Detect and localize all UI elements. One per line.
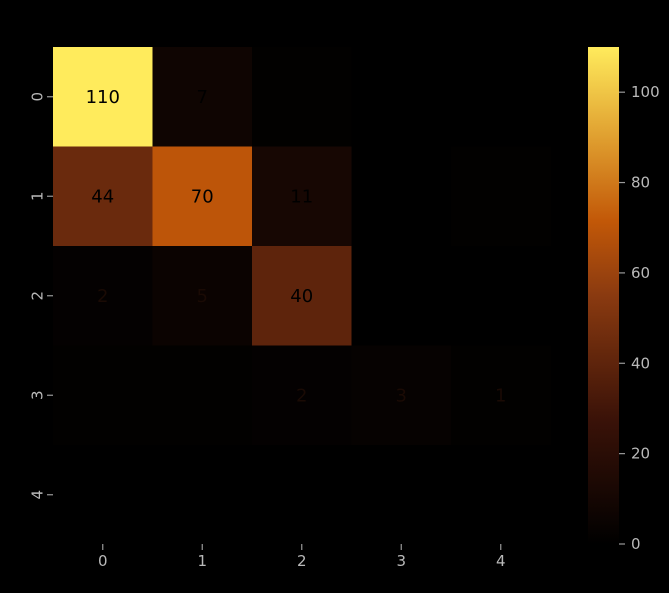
colorbar: [588, 47, 619, 544]
x-tick-label-2: 2: [297, 552, 307, 570]
cell-label-3-2: 2: [296, 385, 307, 406]
heatmap-cell-4-0: [53, 445, 153, 545]
heatmap-cell-0-0: [53, 47, 153, 147]
cell-label-2-2: 40: [290, 286, 313, 307]
cell-label-2-1: 5: [197, 286, 208, 307]
cell-label-1-0: 44: [91, 186, 114, 207]
y-tick-label-2: 2: [29, 291, 47, 301]
heatmap-cell-0-3: [351, 47, 452, 147]
y-tick-label-0: 0: [29, 92, 47, 102]
cell-label-3-4: 1: [495, 385, 506, 406]
heatmap-cell-3-0: [53, 345, 153, 446]
heatmap-cell-1-3: [351, 146, 452, 247]
colorbar-tick-label-1: 20: [631, 445, 650, 463]
heatmap-cell-1-2: [252, 146, 352, 247]
colorbar-tick-label-4: 80: [631, 174, 650, 192]
heatmap-cell-3-1: [152, 345, 253, 446]
colorbar-tick-label-0: 0: [631, 535, 641, 553]
y-axis: 0 1 2 3 4: [29, 92, 53, 500]
heatmap-cell-1-4: [451, 146, 551, 247]
cell-label-0-1: 7: [197, 87, 208, 108]
heatmap-cell-2-1: [152, 246, 253, 346]
y-tick-label-3: 3: [29, 390, 47, 400]
colorbar-tick-label-2: 40: [631, 354, 650, 372]
x-tick-label-4: 4: [496, 552, 506, 570]
y-tick-label-4: 4: [29, 490, 47, 500]
colorbar-tick-label-3: 60: [631, 264, 650, 282]
heatmap-cell-1-1: [152, 146, 253, 247]
x-tick-label-1: 1: [197, 552, 207, 570]
heatmap-cell-4-1: [152, 445, 253, 545]
heatmap-cell-2-3: [351, 246, 452, 346]
heatmap-cell-labels: 110 7 44 70 11 2 5 40 2 3 1: [86, 87, 507, 407]
colorbar-axis: 0 20 40 60 80 100: [619, 83, 660, 553]
cell-label-3-3: 3: [396, 385, 407, 406]
colorbar-tick-label-5: 100: [631, 83, 660, 101]
x-axis: 0 1 2 3 4: [98, 544, 506, 570]
heatmap-cell-2-2: [252, 246, 352, 346]
x-tick-label-0: 0: [98, 552, 108, 570]
heatmap-cell-0-4: [451, 47, 551, 147]
x-tick-label-3: 3: [396, 552, 406, 570]
heatmap-cell-4-4: [451, 445, 551, 545]
heatmap-cell-2-0: [53, 246, 153, 346]
heatmap-cell-1-0: [53, 146, 153, 247]
heatmap-cell-0-1: [152, 47, 253, 147]
heatmap-cell-4-3: [351, 445, 452, 545]
cell-label-1-2: 11: [290, 186, 313, 207]
y-tick-label-1: 1: [29, 191, 47, 201]
heatmap-cell-3-2: [252, 345, 352, 446]
cell-label-2-0: 2: [97, 286, 108, 307]
heatmap-cell-2-4: [451, 246, 551, 346]
heatmap-cell-0-2: [252, 47, 352, 147]
cell-label-0-0: 110: [86, 87, 120, 108]
heatmap-cell-4-2: [252, 445, 352, 545]
heatmap-cells: [53, 47, 551, 545]
heatmap-cell-3-4: [451, 345, 551, 446]
heatmap-cell-3-3: [351, 345, 452, 446]
cell-label-1-1: 70: [191, 186, 214, 207]
